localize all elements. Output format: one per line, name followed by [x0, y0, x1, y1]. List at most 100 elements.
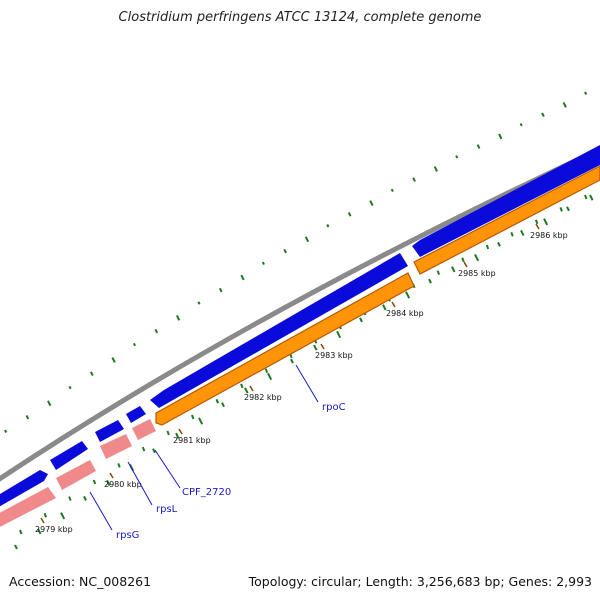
gene-label-rpsl[interactable]: rpsL [156, 504, 178, 515]
gc-tick [267, 372, 273, 381]
gc-tick [543, 218, 549, 226]
gc-tick [43, 512, 48, 518]
gc-tick [436, 270, 441, 276]
gc-tick [498, 133, 503, 140]
map-title: Clostridium perfringens ATCC 13124, comp… [118, 10, 482, 25]
gene-labels: rpsG rpsL CPF_2720 rpoC [89, 364, 346, 541]
gc-tick [264, 368, 269, 374]
gc-tick [541, 112, 545, 118]
kbp-tick-mark [249, 385, 254, 392]
gc-tick [510, 231, 514, 237]
forward-cds-feature[interactable] [50, 441, 88, 470]
gc-tick [382, 304, 387, 311]
gc-tick [562, 101, 567, 108]
gc-tick [240, 274, 245, 281]
gc-tick [14, 544, 18, 550]
forward-cds-feature[interactable] [126, 406, 146, 423]
gc-tick [412, 177, 416, 182]
gc-tick [519, 122, 523, 127]
gc-tick [566, 206, 570, 212]
gc-tick [60, 512, 66, 520]
gc-tick [141, 446, 146, 452]
gene-label-cpf-2720[interactable]: CPF_2720 [182, 487, 231, 498]
gc-tick [244, 387, 249, 394]
gc-tick [347, 212, 352, 217]
gc-tick [25, 414, 30, 420]
forward-cds-feature[interactable] [412, 145, 600, 257]
gc-tick [497, 241, 501, 247]
gene-leader-line [295, 364, 319, 403]
reverse-cds-feature[interactable] [100, 434, 132, 459]
gc-tick [215, 398, 219, 404]
kbp-tick-mark [109, 472, 114, 479]
gc-tick [534, 219, 539, 225]
kbp-label: 2983 kbp [315, 351, 353, 360]
gc-tick [19, 529, 23, 535]
gc-tick [369, 200, 374, 207]
gc-tick [47, 400, 52, 407]
gc-tick [584, 194, 588, 200]
kbp-label: 2979 kbp [35, 525, 73, 534]
gc-tick [326, 224, 330, 228]
gc-tick [68, 496, 72, 501]
gc-tick [485, 244, 490, 250]
gc-tick [390, 188, 394, 193]
gc-tick [117, 463, 121, 468]
kbp-tick-mark [40, 517, 45, 524]
forward-strand-track [0, 145, 600, 512]
gc-tick [476, 144, 481, 149]
gc-tick [520, 229, 525, 237]
gc-tick [68, 385, 72, 390]
gc-tick [451, 266, 456, 273]
forward-cds-feature[interactable] [95, 420, 124, 442]
gc-tick [83, 495, 87, 501]
gene-leader-line [127, 461, 153, 506]
forward-cds-feature[interactable] [0, 470, 48, 512]
gene-leader-line [89, 491, 113, 531]
feature-tracks [0, 145, 600, 532]
forward-cds-feature[interactable] [150, 253, 408, 408]
gc-tick [154, 328, 159, 334]
gc-tick [240, 383, 244, 389]
gc-tick [152, 448, 156, 454]
kbp-label: 2985 kbp [458, 269, 496, 278]
gc-tick [359, 317, 363, 323]
reverse-strand-orange-track [155, 165, 600, 426]
reverse-cds-feature[interactable] [56, 460, 96, 490]
kbp-label: 2981 kbp [173, 436, 211, 445]
gene-label-rpoc[interactable]: rpoC [322, 402, 346, 413]
gc-tick [111, 357, 116, 363]
gene-leader-line [154, 449, 181, 489]
gc-tick [455, 155, 459, 159]
kbp-label: 2984 kbp [386, 309, 424, 318]
gc-tick [304, 236, 310, 243]
gc-tick [474, 253, 480, 262]
gc-tick [336, 330, 342, 339]
gc-tick [198, 417, 204, 425]
gc-tick-marks [4, 91, 594, 550]
gc-tick [191, 414, 195, 420]
gc-tick [428, 278, 432, 284]
gene-label-rpsg[interactable]: rpsG [116, 530, 139, 541]
gc-tick [290, 358, 294, 364]
gc-tick [218, 287, 223, 293]
reverse-cds-feature[interactable] [0, 487, 56, 532]
reverse-cds-feature[interactable] [155, 272, 415, 426]
gc-tick [313, 344, 318, 351]
gc-tick [283, 248, 288, 254]
reverse-cds-feature[interactable] [132, 419, 156, 440]
gc-tick [106, 479, 111, 486]
gc-tick [92, 479, 97, 485]
kbp-tick-mark [535, 223, 540, 230]
kbp-tick-mark [463, 261, 468, 268]
kbp-label: 2982 kbp [244, 393, 282, 402]
gc-tick [166, 430, 170, 436]
reverse-cds-feature[interactable] [413, 165, 600, 275]
kbp-tick-mark [178, 428, 183, 435]
kbp-scale-labels: 2979 kbp 2980 kbp 2981 kbp 2982 kbp 2983 kbp… [35, 223, 568, 534]
kbp-label: 2986 kbp [530, 231, 568, 240]
gc-tick [461, 257, 465, 263]
topology-summary: Topology: circular; Length: 3,256,683 bp… [248, 574, 592, 589]
